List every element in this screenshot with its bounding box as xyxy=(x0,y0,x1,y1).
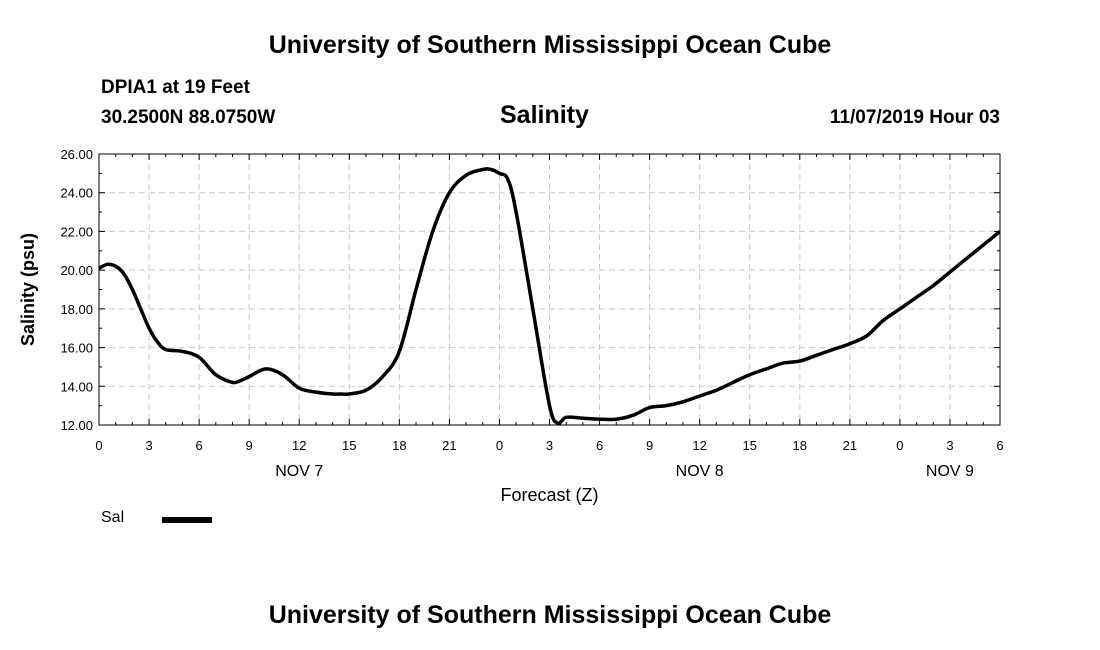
y-tick-label: 24.00 xyxy=(60,186,93,201)
x-tick-label: 0 xyxy=(95,438,102,453)
y-tick-label: 18.00 xyxy=(60,302,93,317)
y-tick-label: 26.00 xyxy=(60,147,93,162)
y-tick-label: 22.00 xyxy=(60,224,93,239)
station-label: DPIA1 at 19 Feet xyxy=(101,77,250,98)
legend-label: Sal xyxy=(101,509,125,526)
y-tick-label: 12.00 xyxy=(60,418,93,433)
x-tick-label: 21 xyxy=(442,438,456,453)
x-tick-label: 9 xyxy=(646,438,653,453)
day-label: NOV 8 xyxy=(676,463,724,480)
x-tick-label: 0 xyxy=(896,438,903,453)
legend-line-swatch xyxy=(162,517,212,523)
day-label: NOV 7 xyxy=(275,463,323,480)
x-tick-label: 3 xyxy=(546,438,553,453)
x-axis-title: Forecast (Z) xyxy=(500,485,598,505)
x-tick-label: 0 xyxy=(496,438,503,453)
x-tick-label: 15 xyxy=(742,438,756,453)
x-tick-label: 18 xyxy=(392,438,406,453)
x-tick-label: 3 xyxy=(946,438,953,453)
x-tick-label: 3 xyxy=(145,438,152,453)
x-tick-label: 9 xyxy=(246,438,253,453)
x-tick-label: 12 xyxy=(692,438,706,453)
x-tick-label: 15 xyxy=(342,438,356,453)
location-label: 30.2500N 88.0750W xyxy=(101,107,276,128)
y-tick-label: 16.00 xyxy=(60,341,93,356)
bottom-title: University of Southern Mississippi Ocean… xyxy=(268,601,832,629)
timestamp-label: 11/07/2019 Hour 03 xyxy=(829,107,1000,128)
x-tick-label: 6 xyxy=(596,438,603,453)
x-tick-label: 21 xyxy=(843,438,857,453)
y-axis-title: Salinity (psu) xyxy=(18,233,38,346)
x-tick-label: 18 xyxy=(793,438,807,453)
variable-title: Salinity xyxy=(500,101,589,129)
x-tick-label: 12 xyxy=(292,438,306,453)
x-tick-label: 6 xyxy=(996,438,1003,453)
series-line-sal xyxy=(99,167,1000,425)
y-tick-label: 20.00 xyxy=(60,263,93,278)
day-label: NOV 9 xyxy=(926,463,974,480)
y-tick-label: 14.00 xyxy=(60,379,93,394)
top-title: University of Southern Mississippi Ocean… xyxy=(268,31,832,59)
x-tick-label: 6 xyxy=(195,438,202,453)
